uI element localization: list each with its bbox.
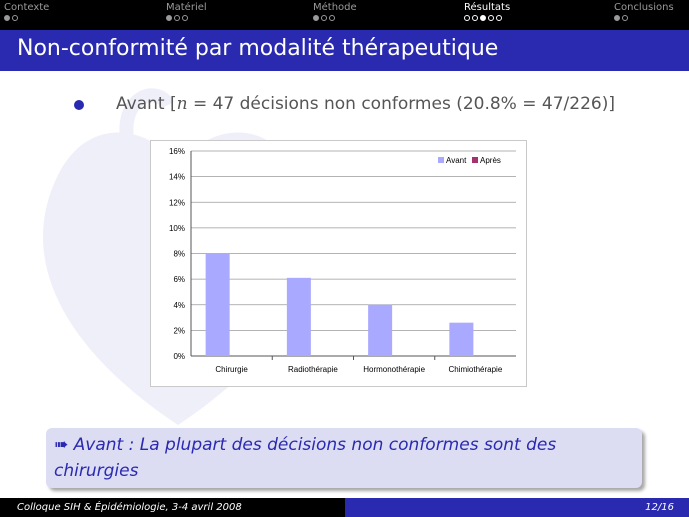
nav-dot-icon[interactable]: [166, 15, 172, 21]
y-tick-label: 6%: [173, 275, 185, 284]
nav-dot-icon[interactable]: [488, 15, 494, 21]
nav-dots: [614, 15, 674, 21]
nav-dots: [4, 15, 49, 21]
y-tick-label: 10%: [169, 224, 185, 233]
x-tick-label: Hormonothérapie: [363, 365, 425, 374]
nav-section-label: Conclusions: [614, 2, 674, 13]
y-tick-label: 2%: [173, 326, 185, 335]
bar-avant: [286, 277, 311, 356]
nav-dot-icon[interactable]: [313, 15, 319, 21]
nav-section-label: Matériel: [166, 2, 207, 13]
x-tick-label: Chirurgie: [215, 365, 248, 374]
nav-section-3[interactable]: Méthode: [313, 2, 357, 21]
bullet-rest: = 47 décisions non conformes (20.8% = 47…: [187, 94, 615, 114]
y-tick-label: 12%: [169, 198, 185, 207]
slide-title: Non-conformité par modalité thérapeutiqu…: [17, 36, 499, 61]
bar-avant: [205, 253, 230, 356]
nav-dot-icon[interactable]: [614, 15, 620, 21]
x-tick-label: Radiothérapie: [288, 365, 338, 374]
legend-label: Après: [480, 156, 501, 165]
legend-label: Avant: [446, 156, 467, 165]
bullet-prefix: Avant [: [116, 94, 177, 114]
nav-dot-icon[interactable]: [464, 15, 470, 21]
bullet-icon: [74, 100, 84, 110]
nav-dot-icon[interactable]: [496, 15, 502, 21]
nav-dot-icon[interactable]: [4, 15, 10, 21]
y-tick-label: 0%: [173, 352, 185, 361]
nav-dot-icon[interactable]: [12, 15, 18, 21]
nav-section-4[interactable]: Résultats: [464, 2, 510, 21]
nav-dots: [166, 15, 207, 21]
nav-section-label: Contexte: [4, 2, 50, 13]
legend-swatch: [472, 157, 478, 163]
x-tick-label: Chimiothérapie: [448, 365, 502, 374]
nav-section-5[interactable]: Conclusions: [614, 2, 674, 21]
slide-title-bar: Non-conformité par modalité thérapeutiqu…: [0, 30, 689, 71]
nav-dots: [464, 15, 510, 21]
footer-accent: [345, 498, 689, 517]
y-tick-label: 4%: [173, 301, 185, 310]
nav-dot-icon[interactable]: [472, 15, 478, 21]
chart-canvas: 0% 2% 4% 6% 8% 10% 12% 14% 16% Chirurgie Radiothér…: [169, 147, 516, 374]
nav-dot-icon[interactable]: [321, 15, 327, 21]
y-tick-label: 14%: [169, 173, 185, 182]
y-tick-label: 16%: [169, 147, 185, 156]
nav-dot-icon[interactable]: [480, 15, 486, 21]
nav-dot-icon[interactable]: [329, 15, 335, 21]
conclusion-text: Avant : La plupart des décisions non con…: [54, 435, 557, 481]
nav-section-label: Résultats: [464, 2, 511, 13]
nav-section-1[interactable]: Contexte: [4, 2, 49, 21]
footer-conference: Colloque SIH & Épidémiologie, 3-4 avril …: [17, 502, 242, 513]
nav-dot-icon[interactable]: [174, 15, 180, 21]
nav-section-label: Méthode: [313, 2, 357, 13]
nav-dot-icon[interactable]: [182, 15, 188, 21]
bullet-variable: n: [176, 94, 188, 114]
nav-dots: [313, 15, 357, 21]
y-tick-label: 8%: [173, 250, 185, 259]
bar-avant: [449, 322, 474, 356]
legend-swatch: [438, 157, 444, 163]
conclusion-text-wrap: ➠ Avant : La plupart des décisions non c…: [54, 432, 639, 484]
arrow-icon: ➠: [54, 435, 69, 455]
nav-section-2[interactable]: Matériel: [166, 2, 207, 21]
section-navigation: Contexte Matériel Méthode Résultats Conclusi…: [0, 0, 689, 30]
page-number: 12/16: [645, 502, 674, 513]
bar-chart: 0% 2% 4% 6% 8% 10% 12% 14% 16% Chirurgie Radiothér…: [150, 140, 527, 387]
bar-avant: [368, 304, 393, 356]
conclusion-block: ➠ Avant : La plupart des décisions non c…: [46, 428, 642, 488]
bullet-text: Avant [n = 47 décisions non conformes (2…: [76, 94, 615, 114]
nav-dot-icon[interactable]: [622, 15, 628, 21]
